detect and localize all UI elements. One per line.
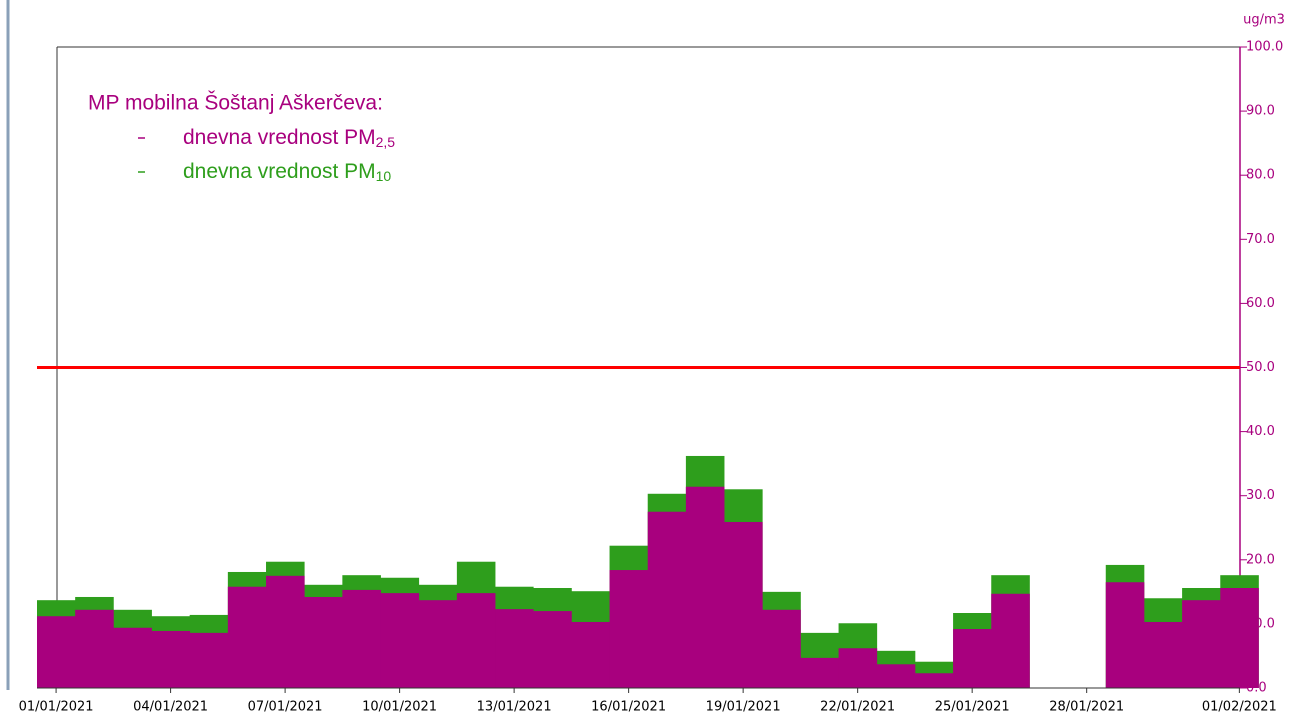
x-axis: 01/01/2021 04/01/2021 07/01/2021 10/01/2021… (19, 688, 1277, 715)
bar (609, 570, 649, 688)
bar (685, 486, 725, 688)
bars (37, 455, 1259, 689)
x-tick-label: 19/01/2021 (706, 700, 781, 715)
y-tick-label: 90.0 (1246, 104, 1275, 119)
bar (1143, 621, 1183, 688)
y-tick-label: 60.0 (1246, 296, 1275, 311)
x-tick-label: 16/01/2021 (591, 700, 666, 715)
bar (533, 611, 572, 688)
bar (342, 589, 381, 688)
bar (151, 630, 191, 688)
x-tick-label: 25/01/2021 (935, 700, 1010, 715)
legend-label: dnevna vrednost PM10 (183, 160, 391, 184)
bar (304, 596, 343, 688)
y-tick-label: 80.0 (1246, 168, 1275, 183)
x-tick-label: 22/01/2021 (820, 700, 895, 715)
y-tick-label: 20.0 (1246, 552, 1275, 567)
bar (1105, 582, 1145, 688)
y-tick-label: 50.0 (1246, 360, 1275, 375)
x-tick-label: 10/01/2021 (362, 700, 437, 715)
legend-label: dnevna vrednost PM2,5 (183, 126, 395, 150)
x-tick-label: 01/02/2021 (1202, 700, 1277, 715)
bar (380, 593, 420, 688)
x-tick-label: 07/01/2021 (248, 700, 323, 715)
y-tick-label: 70.0 (1246, 232, 1275, 247)
bar (914, 673, 954, 688)
bar (800, 657, 839, 688)
bar (724, 521, 763, 688)
bar (227, 586, 267, 688)
y-tick-label: 40.0 (1246, 424, 1275, 439)
bar (1182, 600, 1221, 688)
bar (991, 593, 1030, 688)
bar (456, 593, 496, 688)
bar (876, 664, 916, 688)
bar (189, 632, 229, 688)
bar (838, 648, 878, 688)
bar (495, 609, 534, 688)
bar (418, 600, 458, 688)
bar (75, 609, 114, 688)
bar (953, 629, 992, 688)
bar (762, 609, 801, 688)
bar (571, 621, 610, 688)
y-unit: ug/m3 (1243, 13, 1285, 28)
y-tick-label: 30.0 (1246, 488, 1275, 503)
bar (1220, 588, 1259, 688)
legend-title: MP mobilna Šoštanj Aškerčeva: (88, 92, 383, 115)
bar (37, 616, 76, 688)
x-tick-label: 01/01/2021 (19, 700, 94, 715)
bar (113, 627, 152, 688)
bar (647, 511, 687, 688)
x-tick-label: 13/01/2021 (477, 700, 552, 715)
legend: MP mobilna Šoštanj Aškerčeva: dnevna vre… (88, 92, 395, 184)
y-tick-label: 100.0 (1246, 40, 1283, 55)
x-tick-label: 28/01/2021 (1049, 700, 1124, 715)
bar (266, 575, 305, 688)
x-tick-label: 04/01/2021 (133, 700, 208, 715)
